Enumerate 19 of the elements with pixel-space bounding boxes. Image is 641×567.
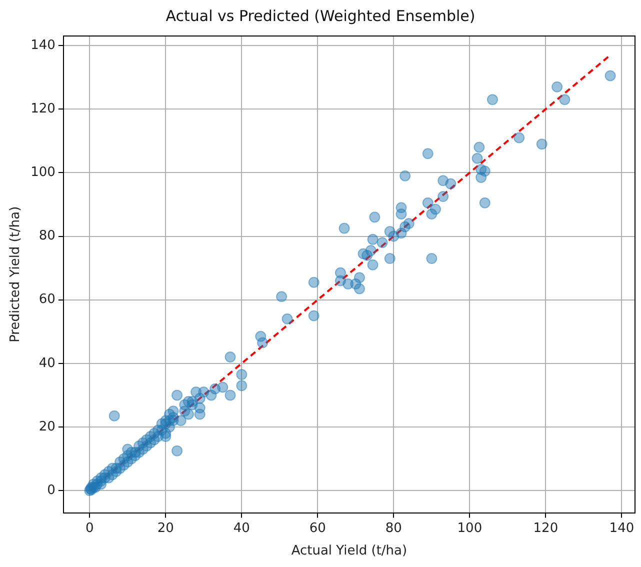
y-tick-label: 0 <box>47 482 56 498</box>
x-tick-label: 0 <box>85 520 94 536</box>
x-tick-label: 140 <box>609 520 634 536</box>
x-tick-label: 20 <box>157 520 174 536</box>
chart-title: Actual vs Predicted (Weighted Ensemble) <box>166 6 476 25</box>
y-tick-label: 100 <box>30 165 56 180</box>
x-tick-label: 80 <box>385 520 402 536</box>
y-tick-label: 60 <box>38 292 56 308</box>
x-tick-label: 120 <box>533 520 558 536</box>
x-tick-label: 40 <box>233 520 250 536</box>
y-tick-label: 20 <box>38 419 56 434</box>
y-axis-title: Predicted Yield (t/ha) <box>8 206 24 342</box>
x-tick-label: 60 <box>309 520 326 536</box>
y-tick-label: 80 <box>38 228 56 244</box>
y-tick-label: 120 <box>30 101 56 116</box>
x-tick-label: 100 <box>457 520 482 536</box>
x-axis-title: Actual Yield (t/ha) <box>291 544 408 559</box>
y-tick-label: 140 <box>30 38 56 53</box>
y-tick-label: 40 <box>38 356 56 371</box>
